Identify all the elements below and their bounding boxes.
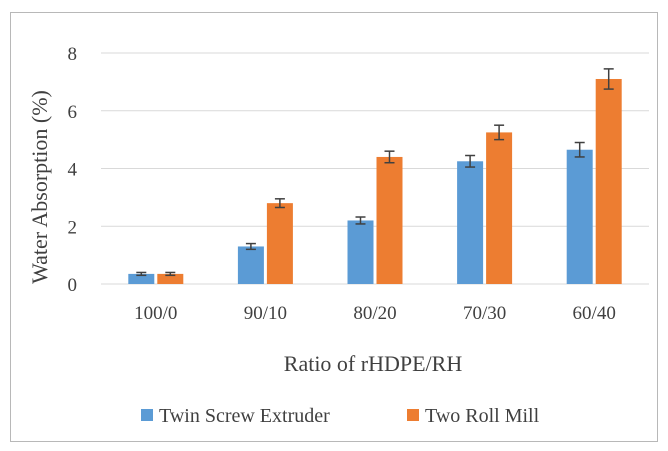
bar bbox=[128, 273, 155, 284]
error-bars bbox=[136, 68, 614, 277]
legend-label: Two Roll Mill bbox=[425, 405, 540, 427]
y-tick-label: 8 bbox=[68, 44, 78, 65]
legend-swatch bbox=[141, 409, 153, 421]
bar bbox=[457, 161, 484, 284]
bars bbox=[128, 78, 622, 284]
bar-chart: 0 2 4 6 8 100/0 90/10 80/20 70/30 60/40 Water Ab… bbox=[27, 44, 649, 427]
y-axis-ticks: 0 2 4 6 8 bbox=[68, 44, 78, 296]
bar bbox=[266, 203, 293, 284]
y-tick-label: 2 bbox=[68, 217, 78, 238]
y-tick-label: 6 bbox=[68, 102, 78, 123]
x-tick-label: 100/0 bbox=[134, 303, 177, 324]
legend-swatch bbox=[407, 409, 419, 421]
bar bbox=[237, 246, 264, 284]
x-axis-categories: 100/0 90/10 80/20 70/30 60/40 bbox=[134, 303, 616, 324]
chart-frame: 0 2 4 6 8 100/0 90/10 80/20 70/30 60/40 Water Ab… bbox=[10, 12, 658, 442]
legend-label: Twin Screw Extruder bbox=[159, 405, 330, 427]
y-tick-label: 4 bbox=[68, 160, 78, 181]
x-tick-label: 90/10 bbox=[244, 303, 287, 324]
legend: Twin Screw Extruder Two Roll Mill bbox=[141, 405, 540, 427]
grid-lines bbox=[101, 52, 649, 285]
bar bbox=[595, 78, 622, 284]
bar bbox=[486, 132, 513, 284]
x-tick-label: 80/20 bbox=[353, 303, 396, 324]
y-tick-label: 0 bbox=[68, 275, 78, 296]
bar bbox=[157, 273, 184, 284]
x-tick-label: 70/30 bbox=[463, 303, 506, 324]
bar bbox=[566, 149, 593, 284]
bar bbox=[347, 220, 374, 284]
bar bbox=[376, 156, 403, 284]
y-axis-title: Water Absorption (%) bbox=[27, 90, 52, 284]
x-axis-title: Ratio of rHDPE/RH bbox=[284, 351, 463, 376]
x-tick-label: 60/40 bbox=[573, 303, 616, 324]
